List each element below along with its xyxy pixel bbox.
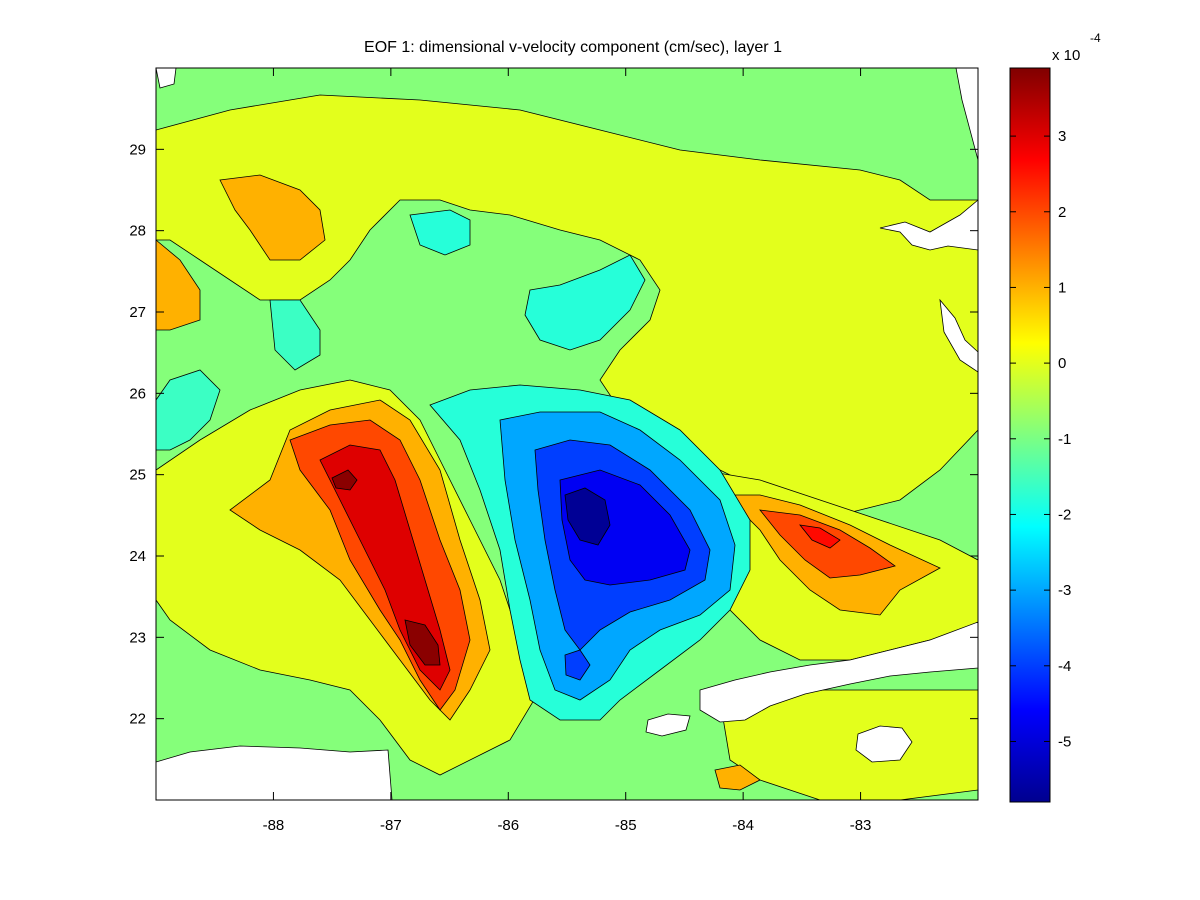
contour-west-neg-2 <box>156 369 221 451</box>
colorbar: 3 2 1 0 -1 -2 -3 -4 -5 x 10 -4 <box>1009 31 1101 803</box>
colorbar-tick-label: -5 <box>1058 733 1071 750</box>
colorbar-tick-label: 3 <box>1058 128 1066 145</box>
colorbar-tick-label: -4 <box>1058 658 1071 675</box>
contour-east-max-3 <box>799 524 841 549</box>
colorbar-scale-exponent: -4 <box>1090 31 1101 45</box>
colorbar-gradient <box>1009 67 1051 803</box>
land-mask <box>156 68 978 800</box>
y-tick-label: 28 <box>129 223 146 240</box>
colorbar-tick-label: 0 <box>1058 355 1066 372</box>
colorbar-ticks: 3 2 1 0 -1 -2 -3 -4 -5 <box>1010 128 1071 750</box>
y-tick-label: 29 <box>129 141 146 158</box>
contour-peak-south <box>404 619 441 666</box>
land-isle-of-youth <box>855 725 913 763</box>
colorbar-tick-label: 1 <box>1058 279 1066 296</box>
x-tick-label: -87 <box>380 817 402 834</box>
colorbar-tick-label: 2 <box>1058 204 1066 221</box>
plot-frame <box>155 67 979 801</box>
x-tick-label: -85 <box>615 817 637 834</box>
x-tick-label: -88 <box>263 817 285 834</box>
contour-south-max-1 <box>714 764 761 791</box>
y-tick-label: 27 <box>129 304 146 321</box>
colorbar-scale-base: x 10 <box>1052 47 1080 64</box>
contour-west-max-1 <box>156 239 201 331</box>
colorbar-tick-label: -2 <box>1058 506 1071 523</box>
x-tick-label: -83 <box>850 817 872 834</box>
y-axis: 22 23 24 25 26 27 28 29 <box>129 141 978 728</box>
contour-eddy-min <box>564 487 611 546</box>
y-tick-label: 25 <box>129 467 146 484</box>
contour-field <box>156 94 978 800</box>
contour-eddy-tail <box>564 649 591 681</box>
plot-area <box>156 68 978 800</box>
contour-nw-max-1 <box>219 174 326 261</box>
land-florida-keys <box>939 298 978 373</box>
land-mexico-yucatan <box>156 745 393 800</box>
land-cuba-west <box>645 713 691 737</box>
colorbar-tick-label: -1 <box>1058 431 1071 448</box>
x-tick-label: -86 <box>497 817 519 834</box>
y-tick-label: 22 <box>129 711 146 728</box>
contour-north-neg-2 <box>409 209 471 256</box>
y-tick-label: 24 <box>129 548 146 565</box>
chart-title: EOF 1: dimensional v-velocity component … <box>364 39 782 56</box>
contour-mid-neg-2 <box>524 254 646 351</box>
y-tick-label: 26 <box>129 385 146 402</box>
land-cuba <box>699 621 978 723</box>
colorbar-scale-label: x 10 <box>1052 47 1080 64</box>
contour-peak-north <box>331 469 358 491</box>
contour-nw-neg-2 <box>269 299 321 371</box>
colorbar-tick-label: -3 <box>1058 582 1071 599</box>
x-tick-label: -84 <box>732 817 754 834</box>
y-tick-label: 23 <box>129 629 146 646</box>
land-corner-nw <box>156 68 177 89</box>
land-florida-coast <box>879 68 978 251</box>
x-axis: -88 -87 -86 -85 -84 -83 <box>263 68 872 834</box>
